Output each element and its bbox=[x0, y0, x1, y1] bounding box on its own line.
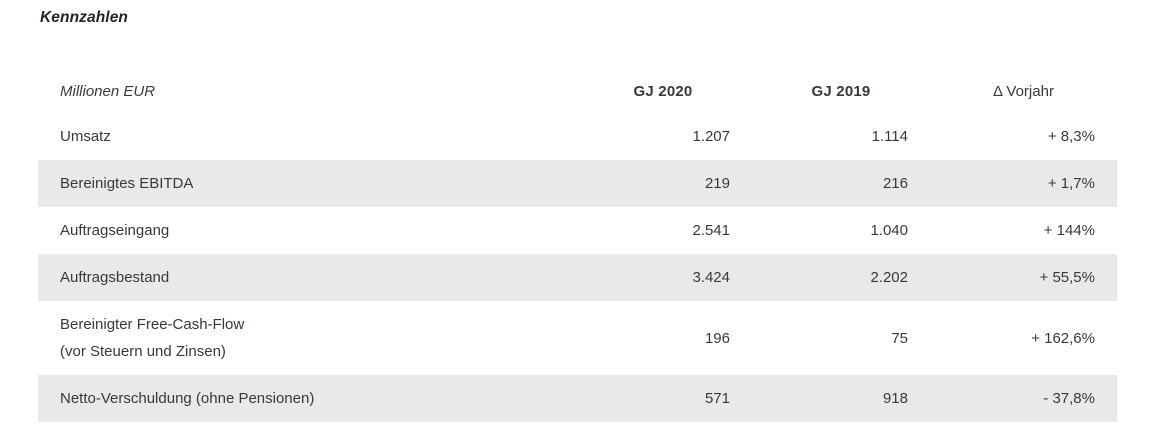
table-row: Bereinigtes EBITDA 219 216 + 1,7% bbox=[38, 160, 1117, 207]
row-label-cell: Bereinigter Free-Cash-Flow (vor Steuern … bbox=[38, 301, 574, 375]
report-page: Kennzahlen Millionen EUR GJ 2020 GJ 2019… bbox=[38, 9, 1117, 422]
column-header-delta-vorjahr: Δ Vorjahr bbox=[993, 83, 1054, 100]
row-label: Umsatz bbox=[60, 128, 111, 145]
cell-gj2020: 3.424 bbox=[692, 269, 730, 286]
row-label-cell: Auftragseingang bbox=[38, 207, 574, 254]
cell-delta: + 162,6% bbox=[1031, 329, 1095, 347]
cell-gj2020: 1.207 bbox=[692, 128, 730, 145]
page-title: Kennzahlen bbox=[40, 9, 128, 26]
cell-gj2019: 75 bbox=[891, 329, 908, 347]
column-header-gj2020: GJ 2020 bbox=[633, 83, 693, 100]
row-sublabel: (vor Steuern und Zinsen) bbox=[60, 343, 226, 360]
table-row: Netto-Verschuldung (ohne Pensionen) 571 … bbox=[38, 375, 1117, 422]
cell-delta: - 37,8% bbox=[1043, 390, 1095, 407]
row-label: Bereinigter Free-Cash-Flow bbox=[60, 316, 245, 333]
cell-gj2019: 216 bbox=[882, 175, 908, 192]
table-header-row: Millionen EUR GJ 2020 GJ 2019 Δ Vorjahr bbox=[38, 70, 1117, 113]
table-body: Umsatz 1.207 1.114 + 8,3% Bereinigtes EB… bbox=[38, 113, 1117, 422]
cell-delta: + 55,5% bbox=[1039, 269, 1095, 286]
cell-gj2020: 196 bbox=[704, 329, 730, 347]
row-label-cell: Auftragsbestand bbox=[38, 254, 574, 301]
cell-delta: + 1,7% bbox=[1047, 175, 1095, 192]
kennzahlen-table: Millionen EUR GJ 2020 GJ 2019 Δ Vorjahr … bbox=[38, 70, 1117, 422]
cell-delta: + 144% bbox=[1043, 222, 1095, 239]
table-row: Umsatz 1.207 1.114 + 8,3% bbox=[38, 113, 1117, 160]
cell-gj2019: 1.040 bbox=[870, 222, 908, 239]
table-row: Auftragseingang 2.541 1.040 + 144% bbox=[38, 207, 1117, 254]
column-header-unit: Millionen EUR bbox=[60, 83, 156, 100]
row-label: Bereinigtes EBITDA bbox=[60, 175, 194, 192]
cell-gj2019: 918 bbox=[882, 390, 908, 407]
table-row: Auftragsbestand 3.424 2.202 + 55,5% bbox=[38, 254, 1117, 301]
cell-gj2020: 219 bbox=[704, 175, 730, 192]
row-label-cell: Netto-Verschuldung (ohne Pensionen) bbox=[38, 375, 574, 422]
cell-gj2020: 571 bbox=[704, 390, 730, 407]
row-label: Auftragsbestand bbox=[60, 269, 170, 286]
row-label: Netto-Verschuldung (ohne Pensionen) bbox=[60, 390, 315, 407]
cell-gj2020: 2.541 bbox=[692, 222, 730, 239]
column-header-gj2019: GJ 2019 bbox=[811, 83, 871, 100]
row-label-cell: Umsatz bbox=[38, 113, 574, 160]
cell-gj2019: 2.202 bbox=[870, 269, 908, 286]
cell-gj2019: 1.114 bbox=[871, 128, 908, 145]
cell-delta: + 8,3% bbox=[1047, 128, 1095, 145]
table-row: Bereinigter Free-Cash-Flow (vor Steuern … bbox=[38, 301, 1117, 375]
row-label-cell: Bereinigtes EBITDA bbox=[38, 160, 574, 207]
row-label: Auftragseingang bbox=[60, 222, 170, 239]
